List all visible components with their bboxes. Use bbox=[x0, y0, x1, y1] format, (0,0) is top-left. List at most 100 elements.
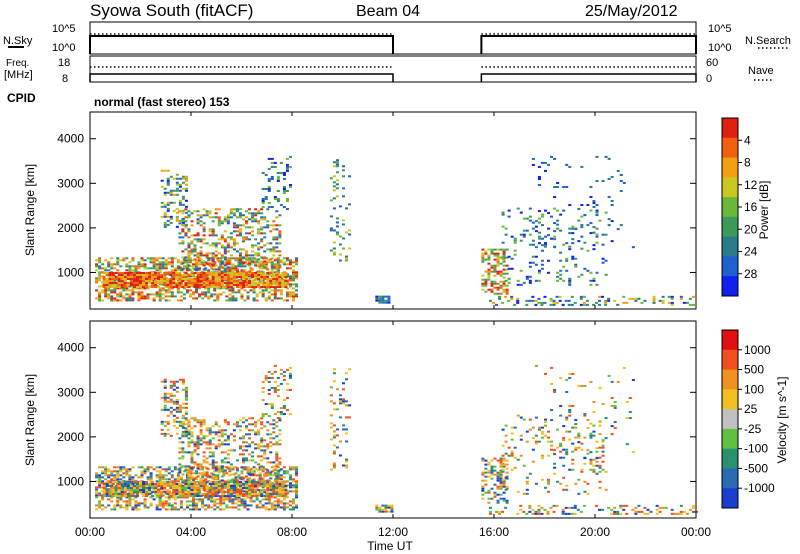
echo-cell bbox=[228, 297, 232, 300]
echo-cell bbox=[540, 430, 544, 433]
echo-cell bbox=[267, 388, 271, 391]
echo-cell bbox=[229, 246, 233, 249]
echo-cell bbox=[592, 277, 596, 280]
echo-cell bbox=[628, 297, 632, 300]
echo-cell bbox=[122, 466, 126, 469]
echo-cell bbox=[134, 281, 138, 284]
echo-cell bbox=[240, 478, 244, 481]
echo-cell bbox=[228, 267, 232, 270]
echo-cell bbox=[105, 280, 109, 283]
echo-cell bbox=[240, 498, 244, 501]
echo-cell bbox=[149, 478, 153, 481]
echo-cell bbox=[128, 271, 132, 274]
echo-cell bbox=[179, 478, 183, 481]
echo-cell bbox=[553, 453, 557, 456]
echo-cell bbox=[332, 444, 336, 447]
echo-cell bbox=[238, 419, 242, 422]
echo-cell bbox=[278, 214, 282, 217]
echo-cell bbox=[98, 466, 102, 469]
echo-cell bbox=[285, 283, 289, 286]
echo-cell bbox=[249, 289, 253, 292]
echo-cell bbox=[149, 480, 153, 483]
echo-cell bbox=[502, 250, 506, 253]
echo-cell bbox=[264, 275, 268, 278]
echo-cell bbox=[387, 506, 391, 509]
echo-cell bbox=[269, 284, 273, 287]
echo-cell bbox=[481, 274, 485, 277]
echo-cell bbox=[169, 175, 173, 178]
echo-cell bbox=[260, 455, 264, 458]
echo-cell bbox=[119, 265, 123, 268]
echo-cell bbox=[565, 451, 569, 454]
echo-cell bbox=[176, 484, 180, 487]
echo-cell bbox=[543, 242, 547, 245]
echo-cell bbox=[193, 425, 197, 428]
echo-cell bbox=[378, 510, 382, 513]
echo-cell bbox=[547, 430, 551, 433]
echo-cell bbox=[292, 275, 295, 278]
echo-cell bbox=[263, 445, 267, 448]
echo-cell bbox=[190, 475, 194, 478]
echo-cell bbox=[192, 506, 196, 509]
echo-cell bbox=[345, 404, 349, 407]
echo-cell bbox=[145, 493, 149, 496]
echo-cell bbox=[266, 421, 270, 424]
echo-cell bbox=[169, 398, 173, 401]
echo-cell bbox=[341, 464, 345, 467]
echo-cell bbox=[222, 285, 226, 288]
echo-cell bbox=[559, 273, 563, 276]
echo-cell bbox=[137, 484, 141, 487]
echo-cell bbox=[234, 265, 238, 268]
echo-cell bbox=[252, 261, 256, 264]
echo-cell bbox=[125, 269, 129, 272]
echo-cell bbox=[228, 261, 232, 264]
echo-cell bbox=[181, 435, 185, 438]
echo-cell bbox=[166, 181, 170, 184]
echo-cell bbox=[269, 445, 273, 448]
echo-cell bbox=[510, 297, 514, 300]
echo-cell bbox=[111, 278, 115, 281]
echo-cell bbox=[201, 283, 205, 286]
echo-cell bbox=[220, 272, 224, 275]
echo-cell bbox=[201, 502, 205, 505]
echo-cell bbox=[580, 448, 584, 451]
echo-cell bbox=[190, 451, 194, 454]
echo-cell bbox=[169, 278, 173, 281]
echo-cell bbox=[223, 487, 227, 490]
echo-cell bbox=[98, 474, 102, 477]
echo-cell bbox=[543, 418, 547, 421]
echo-cell bbox=[175, 390, 179, 393]
echo-cell bbox=[123, 495, 127, 498]
echo-cell bbox=[234, 277, 238, 280]
echo-cell bbox=[176, 269, 180, 272]
echo-cell bbox=[140, 486, 144, 489]
echo-cell bbox=[341, 223, 345, 226]
echo-cell bbox=[565, 416, 569, 419]
echo-cell bbox=[613, 299, 617, 302]
echo-cell bbox=[184, 175, 188, 178]
echo-cell bbox=[185, 504, 189, 507]
echo-cell bbox=[502, 491, 506, 494]
echo-cell bbox=[341, 428, 345, 431]
echo-cell bbox=[181, 181, 185, 184]
echo-cell bbox=[104, 293, 108, 296]
echo-cell bbox=[267, 202, 271, 205]
echo-cell bbox=[170, 496, 174, 499]
echo-cell bbox=[175, 215, 179, 218]
echo-cell bbox=[540, 303, 544, 306]
echo-cell bbox=[484, 270, 488, 273]
echo-cell bbox=[273, 291, 277, 294]
echo-cell bbox=[190, 274, 194, 277]
velocity-ylabel: Slant Range [km] bbox=[23, 374, 37, 466]
echo-cell bbox=[266, 461, 270, 464]
echo-cell bbox=[210, 267, 214, 270]
echo-cell bbox=[571, 242, 575, 245]
echo-cell bbox=[104, 295, 108, 298]
echo-cell bbox=[131, 466, 135, 469]
echo-cell bbox=[279, 279, 283, 282]
nsky-tick-high: 10^5 bbox=[52, 23, 76, 35]
echo-cell bbox=[198, 269, 202, 272]
echo-cell bbox=[155, 293, 159, 296]
echo-cell bbox=[125, 265, 129, 268]
echo-cell bbox=[107, 480, 111, 483]
